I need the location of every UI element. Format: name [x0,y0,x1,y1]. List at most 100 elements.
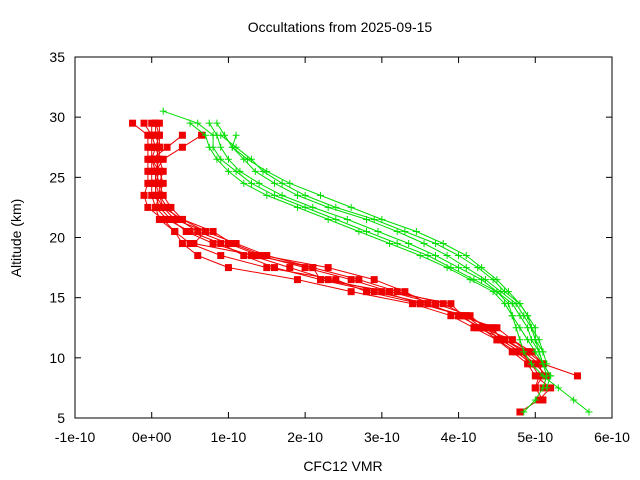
data-point [386,240,394,248]
data-point [255,252,263,260]
x-tick-label: 2e-10 [287,429,323,445]
data-point [140,119,148,127]
data-point [416,300,424,308]
data-point [520,348,528,356]
green-profile [205,119,555,392]
data-point [148,167,156,175]
data-point [531,360,539,368]
data-point [539,396,547,404]
y-tick-label: 20 [49,230,65,246]
data-point [508,312,516,320]
data-point [324,203,332,211]
axis-ticks: -1e-10 0e+00 1e-10 2e-10 3e-10 4e-10 5e-10 6e-1… [49,49,630,445]
red-profile [152,119,532,356]
data-point [455,312,463,320]
data-point [194,252,202,260]
data-point [259,252,267,260]
data-point [278,191,286,199]
data-point [152,179,160,187]
data-point [455,264,463,272]
data-point [316,191,324,199]
data-point [263,191,271,199]
data-point [520,408,528,416]
data-point [232,131,240,139]
data-point [159,179,167,187]
x-tick-label: 0e+00 [132,429,172,445]
data-point [409,300,417,308]
data-point [205,143,213,151]
data-point [447,300,455,308]
x-tick-label: 6e-10 [594,429,630,445]
data-point [140,191,148,199]
data-point [347,288,355,296]
data-point [439,240,447,248]
data-point [535,360,543,368]
data-point [527,324,535,332]
data-point [155,119,163,127]
data-point [171,227,179,235]
data-point [263,252,271,260]
data-point [462,252,470,260]
data-point [144,143,152,151]
data-point [240,252,248,260]
x-axis-label: CFC12 VMR [303,458,382,474]
data-point [474,324,482,332]
data-point [155,191,163,199]
data-point [286,179,294,187]
data-point [363,227,371,235]
data-point [355,276,363,284]
data-point [293,276,301,284]
data-point [332,203,340,211]
data-point [347,203,355,211]
data-point [535,396,543,404]
data-point [432,300,440,308]
data-point [309,203,317,211]
data-point [194,119,202,127]
data-point [167,215,175,223]
data-point [478,324,486,332]
data-point [466,276,474,284]
x-tick-label: 4e-10 [441,429,477,445]
data-point [148,131,156,139]
data-point [324,215,332,223]
data-point [355,227,363,235]
data-point [516,348,524,356]
data-point [178,240,186,248]
data-point [493,276,501,284]
data-point [420,240,428,248]
data-point [370,288,378,296]
data-point [370,215,378,223]
data-point [155,179,163,187]
data-point [489,324,497,332]
x-tick-label: 3e-10 [364,429,400,445]
data-point [236,167,244,175]
data-point [224,264,232,272]
data-point [155,131,163,139]
data-point [152,131,160,139]
data-point [144,179,152,187]
data-point [458,312,466,320]
data-point [213,119,221,127]
data-point [224,167,232,175]
data-point [378,288,386,296]
data-point [148,179,156,187]
data-point [278,179,286,187]
data-point [412,227,420,235]
green-profile-line [220,134,548,365]
data-point [201,131,209,139]
data-point [401,227,409,235]
data-point [547,372,555,380]
data-point [539,348,547,356]
data-point [455,252,463,260]
data-point [205,119,213,127]
data-point [508,348,516,356]
data-point [224,155,232,163]
data-point [217,143,225,151]
red-profile [129,119,555,416]
data-point [462,312,470,320]
data-point [190,240,198,248]
data-point [152,167,160,175]
data-point [270,191,278,199]
